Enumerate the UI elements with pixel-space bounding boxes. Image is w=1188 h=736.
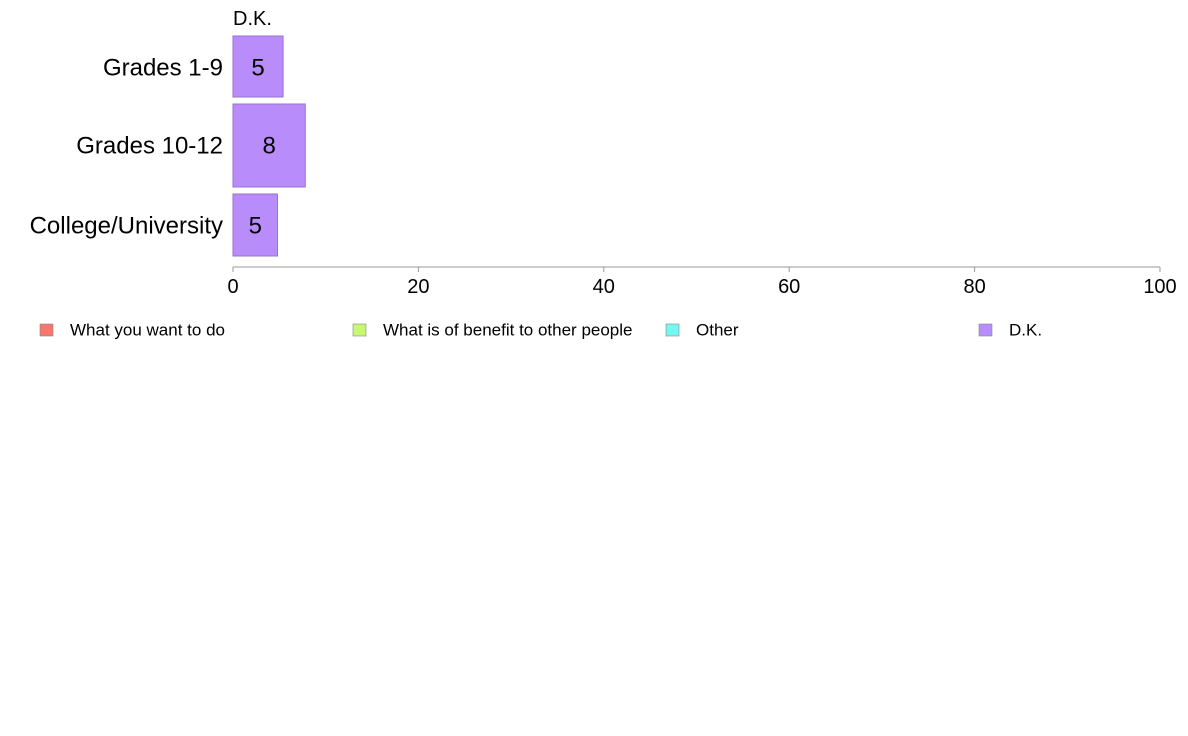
legend-label: D.K. <box>1009 321 1042 340</box>
x-tick-label: 40 <box>593 276 615 298</box>
x-axis: 0 20 40 60 80 100 <box>227 266 1177 298</box>
legend-item-what-is-of-benefit-to-other-people: What is of benefit to other people <box>352 321 633 340</box>
bar-d-k-college-university <box>232 193 278 257</box>
bar-value-label-grades-1-9: 5 <box>251 55 264 82</box>
legend-item-other: Other <box>665 321 739 340</box>
legend-swatch <box>39 323 54 337</box>
x-tick-label: 0 <box>227 276 238 298</box>
x-tick-label: 60 <box>778 276 800 298</box>
category-labels: Grades 1-9 Grades 10-12 College/University <box>30 55 223 240</box>
legend-label: What you want to do <box>70 321 225 340</box>
bar-d-k-grades-10-12 <box>232 103 306 188</box>
legend: What you want to do What is of benefit to… <box>39 321 1042 340</box>
legend-label: Other <box>696 321 739 340</box>
bar-value-label-college-university: 5 <box>249 213 262 240</box>
legend-item-what-you-want-to-do: What you want to do <box>39 321 225 340</box>
x-tick-label: 20 <box>407 276 429 298</box>
bar-value-label-grades-10-12: 8 <box>262 133 275 160</box>
legend-label: What is of benefit to other people <box>383 321 633 340</box>
category-label-grades-10-12: Grades 10-12 <box>76 133 223 160</box>
x-tick-label: 100 <box>1143 276 1176 298</box>
category-label-college-university: College/University <box>30 213 223 240</box>
legend-swatch <box>352 323 367 337</box>
legend-swatch <box>978 323 993 337</box>
legend-swatch <box>665 323 680 337</box>
bar-d-k-grades-1-9 <box>232 35 284 98</box>
x-tick-label: 80 <box>963 276 985 298</box>
bars: 5 8 5 <box>232 35 306 257</box>
category-label-grades-1-9: Grades 1-9 <box>103 55 223 82</box>
legend-item-d-k: D.K. <box>978 321 1042 340</box>
series-title: D.K. <box>233 8 272 30</box>
